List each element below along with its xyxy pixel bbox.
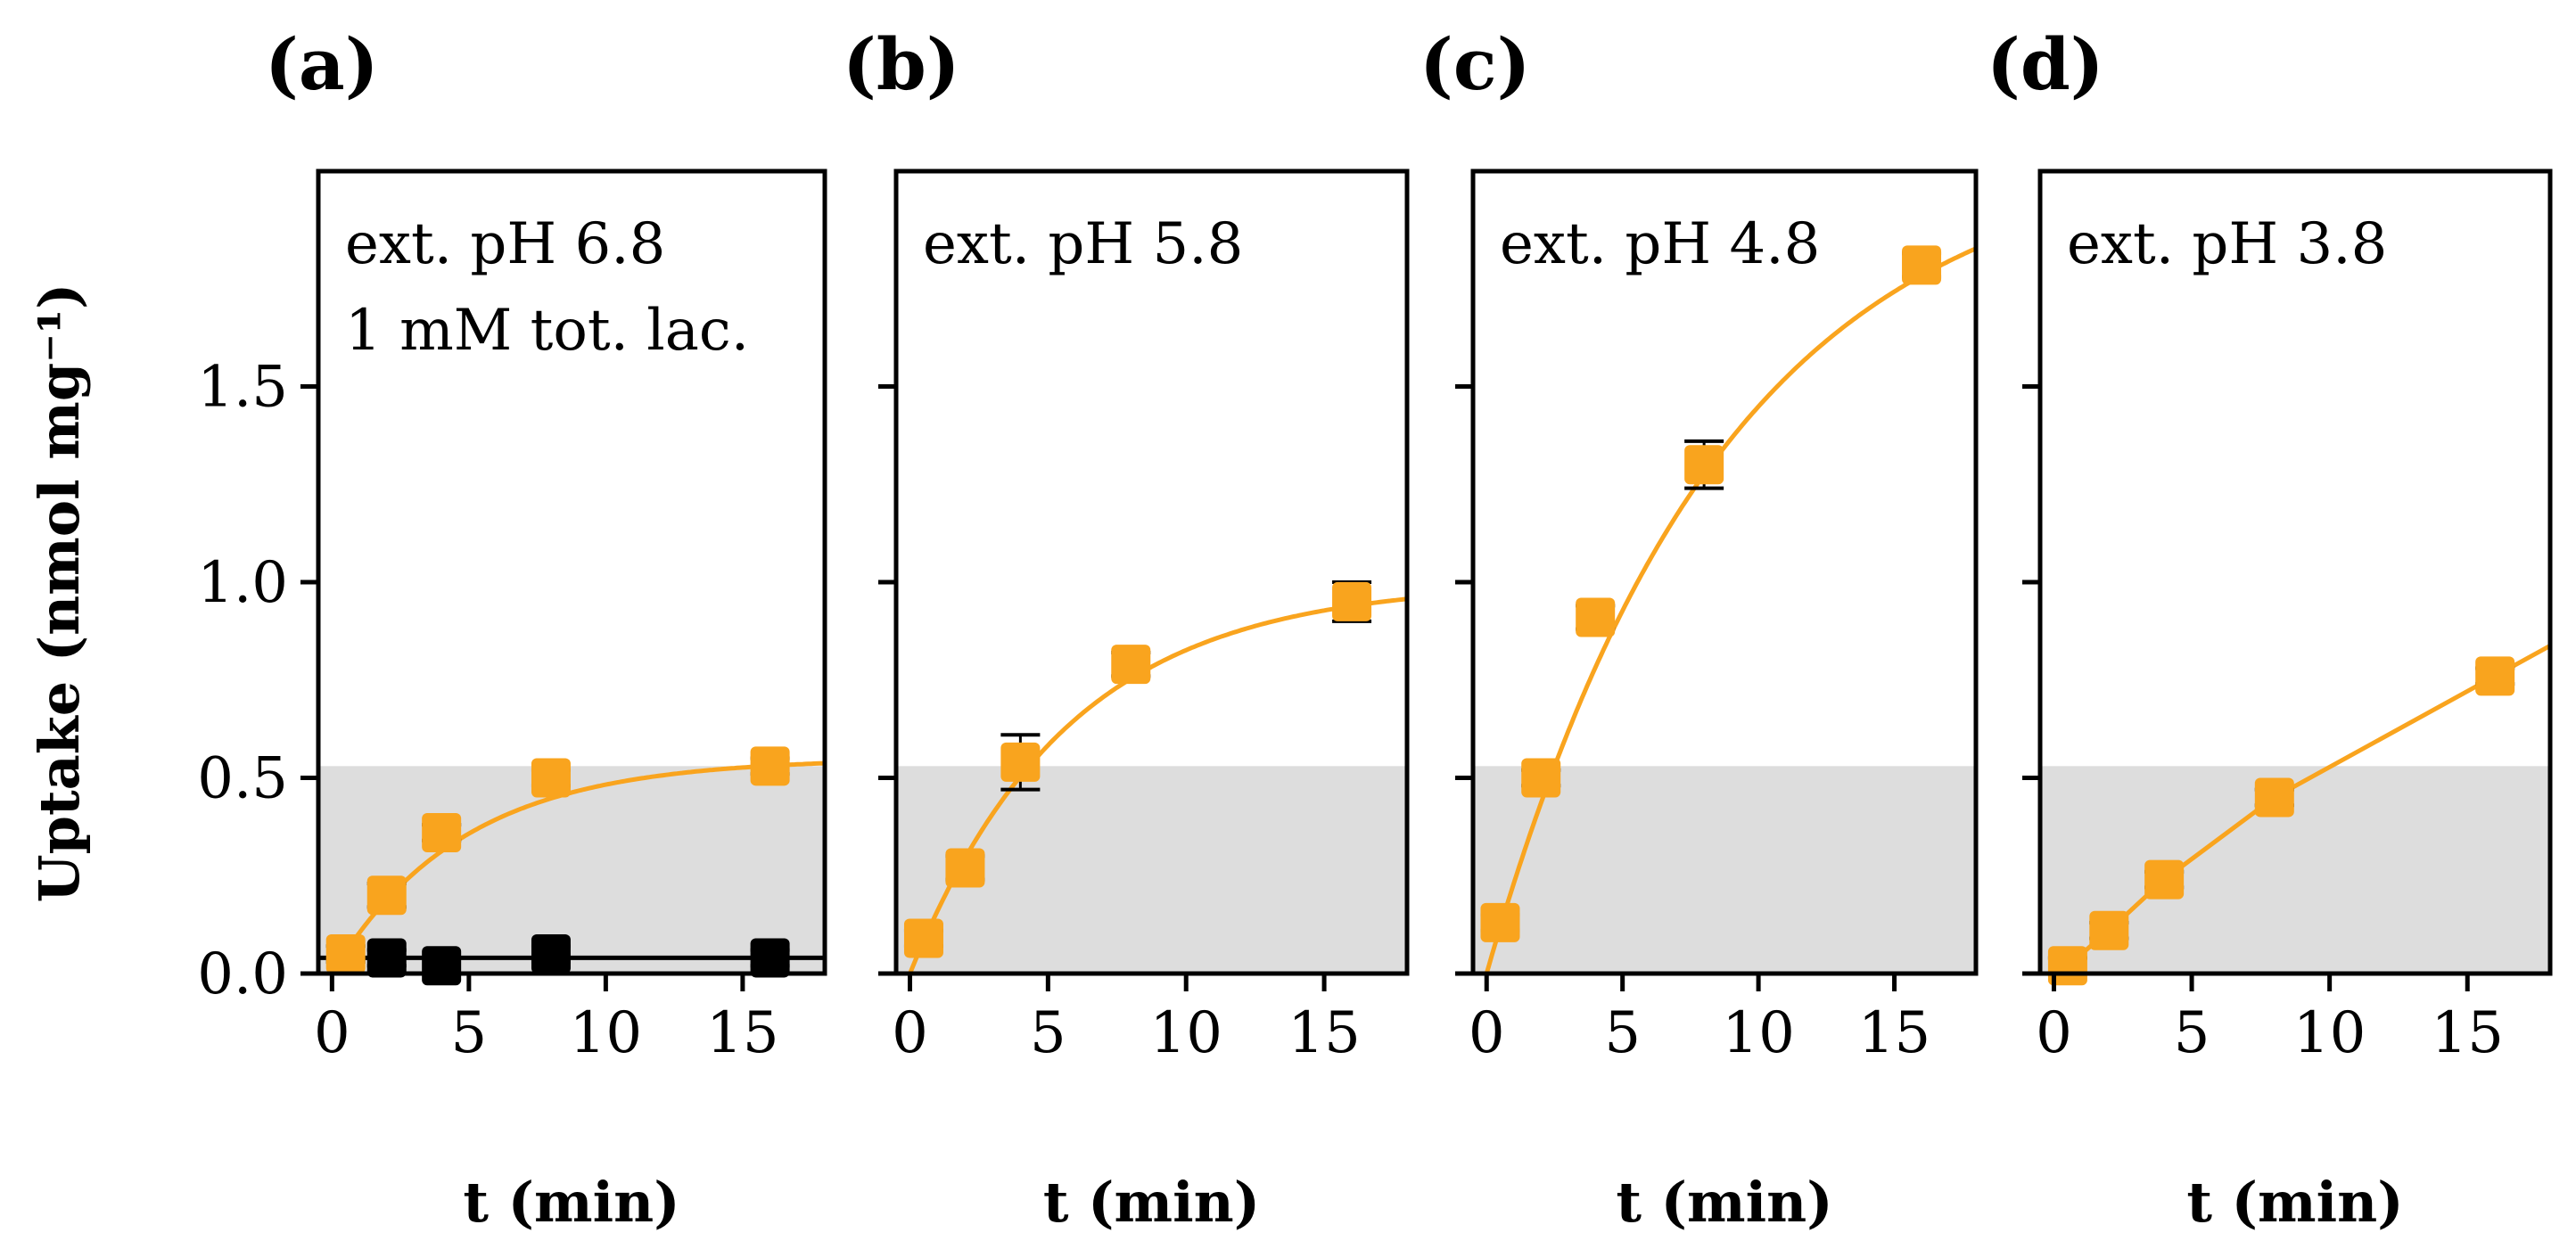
marker-black bbox=[750, 938, 790, 978]
x-tick-label: 0 bbox=[314, 1000, 350, 1066]
data-point-orange bbox=[1000, 733, 1041, 792]
marker-orange bbox=[2089, 910, 2129, 950]
marker-black bbox=[422, 946, 462, 986]
panel-letter: (d) bbox=[1987, 22, 2104, 106]
panel-annotation: ext. pH 5.8 bbox=[923, 211, 1243, 277]
x-tick-label: 15 bbox=[2432, 1000, 2504, 1066]
marker-orange bbox=[1684, 445, 1724, 485]
data-point-orange bbox=[750, 746, 790, 786]
marker-orange bbox=[325, 934, 366, 974]
plot-frame bbox=[893, 168, 1410, 976]
panel-b: 0 5 10 15 t (min) (b) ext. pH 5.8 bbox=[843, 22, 1410, 1235]
data-point-orange bbox=[945, 848, 985, 888]
x-tick-label: 0 bbox=[2036, 1000, 2072, 1066]
plot-frame bbox=[316, 168, 827, 976]
panel-annotation: ext. pH 4.8 bbox=[1500, 211, 1820, 277]
marker-orange bbox=[531, 758, 571, 798]
x-tick-label: 10 bbox=[570, 1000, 642, 1066]
data-point-orange bbox=[325, 934, 366, 974]
panel-letter: (b) bbox=[843, 22, 960, 106]
marker-orange bbox=[945, 848, 985, 888]
marker-orange bbox=[2144, 859, 2185, 900]
plot-area bbox=[908, 596, 1407, 974]
marker-orange bbox=[750, 746, 790, 786]
y-axis-title: Uptake (nmol mg⁻¹) bbox=[27, 284, 92, 903]
y-tick-label: 0.0 bbox=[197, 941, 288, 1007]
x-tick-label: 5 bbox=[2174, 1000, 2210, 1066]
data-point-orange bbox=[1111, 645, 1151, 685]
marker-orange bbox=[1576, 597, 1616, 637]
fit-line-orange bbox=[1484, 246, 1976, 974]
marker-orange bbox=[903, 918, 943, 958]
fit-line-orange bbox=[330, 760, 825, 974]
marker-orange bbox=[1902, 245, 1942, 285]
shaded-region bbox=[1473, 766, 1976, 974]
x-axis-title: t (min) bbox=[1043, 1170, 1260, 1235]
y-tick-label: 0.5 bbox=[197, 745, 288, 811]
marker-orange bbox=[1480, 902, 1520, 942]
x-axis-title: t (min) bbox=[463, 1170, 679, 1235]
x-tick-label: 15 bbox=[706, 1000, 778, 1066]
panel-a: 0.0 0.5 1.0 1.5 0 5 10 15 t (min) (a) ext. pH 6.8 1… bbox=[197, 22, 827, 1235]
plot-frame bbox=[1470, 168, 1979, 976]
panel-letter: (c) bbox=[1420, 22, 1530, 106]
data-point-black bbox=[750, 938, 790, 978]
marker-orange bbox=[422, 812, 462, 852]
data-point-orange bbox=[2475, 656, 2515, 696]
marker-orange bbox=[1521, 758, 1561, 798]
x-tick-label: 0 bbox=[892, 1000, 928, 1066]
x-tick-label: 0 bbox=[1469, 1000, 1505, 1066]
marker-orange bbox=[1332, 581, 1372, 621]
panel-letter: (a) bbox=[265, 22, 379, 106]
x-tick-label: 15 bbox=[1288, 1000, 1360, 1066]
data-point-black bbox=[366, 938, 407, 978]
plot-area bbox=[1484, 246, 1976, 974]
x-axis-title: t (min) bbox=[1616, 1170, 1832, 1235]
data-point-orange bbox=[531, 758, 571, 798]
marker-black bbox=[531, 934, 571, 974]
x-tick-label: 10 bbox=[1722, 1000, 1794, 1066]
panel-annotation: ext. pH 3.8 bbox=[2067, 211, 2387, 277]
data-point-orange bbox=[422, 812, 462, 852]
data-point-orange bbox=[1332, 579, 1372, 623]
marker-orange bbox=[1111, 645, 1151, 685]
data-point-orange bbox=[1480, 902, 1520, 942]
x-tick-label: 5 bbox=[451, 1000, 488, 1066]
data-point-orange bbox=[1521, 758, 1561, 798]
panel-d: 0 5 10 15 t (min) (d) ext. pH 3.8 bbox=[1987, 22, 2553, 1235]
fit-line-orange bbox=[908, 596, 1407, 974]
panel-c: 0 5 10 15 t (min) (c) ext. pH 4.8 bbox=[1420, 22, 1979, 1235]
data-point-orange bbox=[2254, 777, 2294, 818]
marker-black bbox=[366, 938, 407, 978]
data-point-orange bbox=[1684, 439, 1724, 490]
x-tick-label: 10 bbox=[2293, 1000, 2366, 1066]
x-tick-label: 5 bbox=[1030, 1000, 1066, 1066]
marker-orange bbox=[2254, 777, 2294, 818]
y-tick-label: 1.0 bbox=[197, 550, 288, 616]
data-point-orange bbox=[1902, 245, 1942, 285]
data-point-black bbox=[531, 934, 571, 974]
marker-orange bbox=[2475, 656, 2515, 696]
data-point-orange bbox=[2144, 859, 2185, 900]
data-point-black bbox=[422, 946, 462, 986]
x-tick-label: 15 bbox=[1858, 1000, 1930, 1066]
data-point-orange bbox=[903, 918, 943, 958]
data-point-orange bbox=[2089, 910, 2129, 950]
marker-orange bbox=[1000, 742, 1041, 782]
data-point-orange bbox=[1576, 597, 1616, 637]
data-point-orange bbox=[366, 875, 407, 916]
y-tick-label: 1.5 bbox=[197, 354, 288, 420]
panel-annotation: 1 mM tot. lac. bbox=[345, 298, 749, 364]
plot-frame bbox=[2037, 168, 2553, 976]
panel-annotation: ext. pH 6.8 bbox=[345, 211, 665, 277]
marker-orange bbox=[366, 875, 407, 916]
x-axis-title: t (min) bbox=[2186, 1170, 2403, 1235]
x-tick-label: 5 bbox=[1604, 1000, 1641, 1066]
x-tick-label: 10 bbox=[1149, 1000, 1222, 1066]
